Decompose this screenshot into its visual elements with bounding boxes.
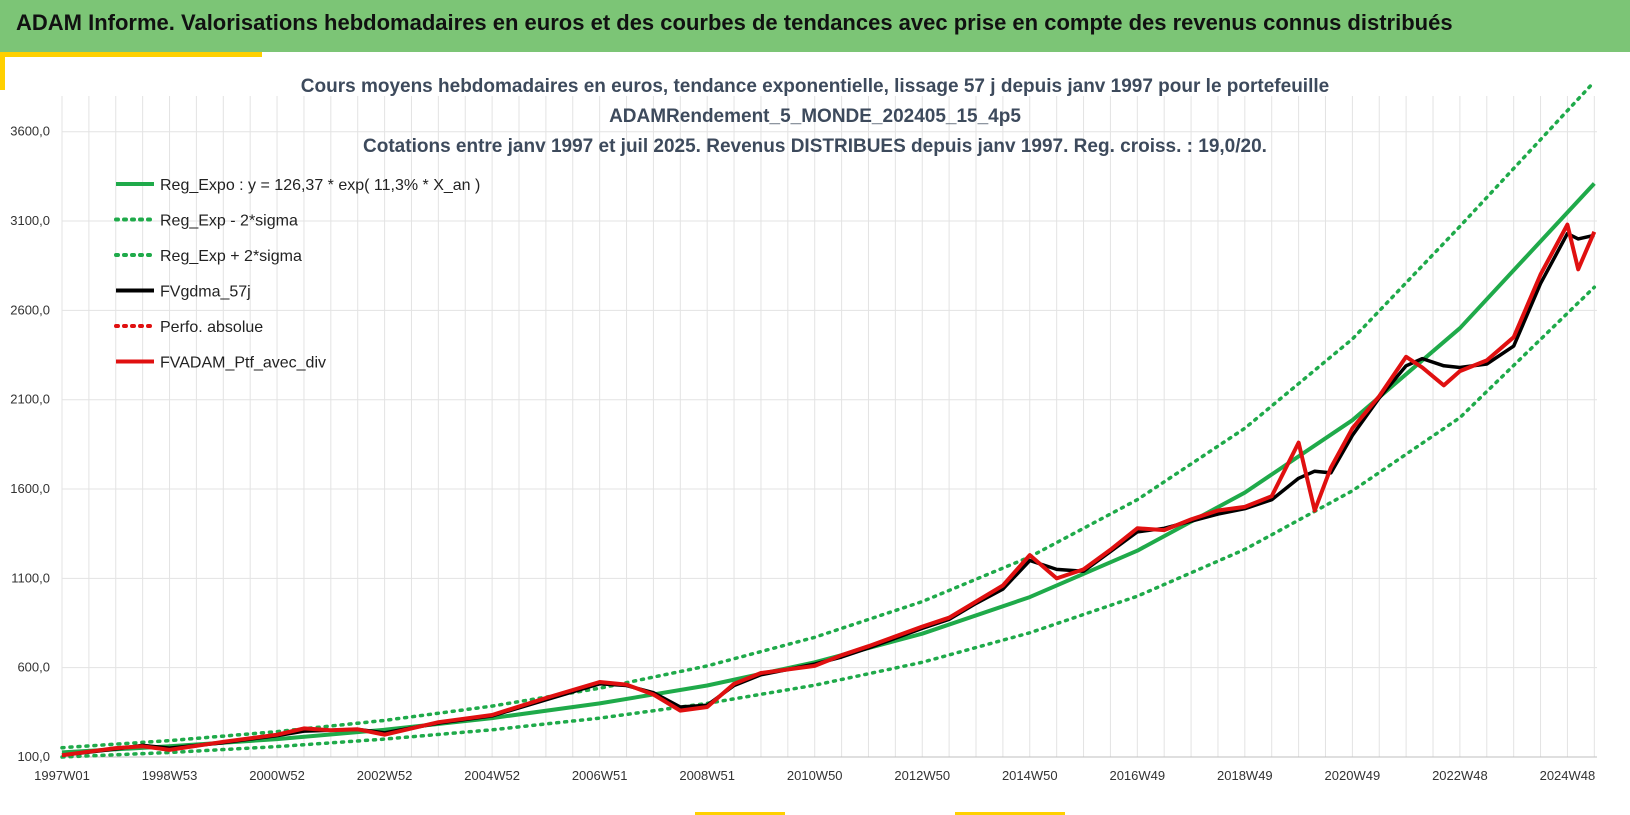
chart-title: Cours moyens hebdomadaires en euros, ten… xyxy=(301,76,1329,157)
y-tick-label: 2100,0 xyxy=(10,392,50,407)
legend-item: Reg_Exp - 2*sigma xyxy=(114,213,298,230)
x-tick-label: 2008W51 xyxy=(679,768,735,783)
page-title: ADAM Informe. Valorisations hebdomadaire… xyxy=(16,10,1453,35)
accent-strip-bottom-1 xyxy=(695,812,785,815)
y-tick-label: 1100,0 xyxy=(11,570,50,585)
legend-label: Perfo. absolue xyxy=(160,319,263,336)
legend-item: FVgdma_57j xyxy=(116,284,251,301)
chart-title-line: Cours moyens hebdomadaires en euros, ten… xyxy=(301,76,1329,97)
legend-item: Perfo. absolue xyxy=(114,319,263,336)
series xyxy=(60,79,1597,759)
x-tick-label: 2024W48 xyxy=(1540,768,1596,783)
legend-item: FVADAM_Ptf_avec_div xyxy=(116,355,326,372)
series-reg-expo xyxy=(61,182,1596,755)
x-tick-label: 1998W53 xyxy=(142,768,198,783)
y-tick-label: 600,0 xyxy=(17,660,50,675)
x-tick-label: 2022W48 xyxy=(1432,768,1488,783)
x-tick-label: 2014W50 xyxy=(1002,768,1058,783)
legend-label: FVgdma_57j xyxy=(160,284,251,301)
x-tick-label: 2002W52 xyxy=(357,768,413,783)
grid xyxy=(61,96,1597,758)
legend-item: Reg_Exp + 2*sigma xyxy=(114,248,302,265)
y-tick-label: 3600,0 xyxy=(10,124,50,139)
x-tick-label: 2004W52 xyxy=(464,768,520,783)
legend-label: Reg_Exp + 2*sigma xyxy=(160,248,302,265)
y-tick-label: 3100,0 xyxy=(10,213,50,228)
x-tick-label: 2010W50 xyxy=(787,768,843,783)
legend: Reg_Expo : y = 126,37 * exp( 11,3% * X_a… xyxy=(114,177,480,372)
accent-strip-left-vertical xyxy=(0,52,5,90)
y-tick-label: 1600,0 xyxy=(10,481,50,496)
legend-label: FVADAM_Ptf_avec_div xyxy=(160,355,326,372)
series-fvgdma-57j xyxy=(61,231,1595,757)
x-tick-label: 2000W52 xyxy=(249,768,305,783)
x-tick-label: 2018W49 xyxy=(1217,768,1273,783)
legend-label: Reg_Exp - 2*sigma xyxy=(160,213,298,230)
y-tick-label: 2600,0 xyxy=(10,302,50,317)
chart-title-line: ADAMRendement_5_MONDE_202405_15_4p5 xyxy=(609,106,1021,127)
y-tick-label: 100,0 xyxy=(17,749,50,764)
chart-title-line: Cotations entre janv 1997 et juil 2025. … xyxy=(363,136,1267,157)
x-tick-label: 2020W49 xyxy=(1325,768,1381,783)
x-tick-label: 2006W51 xyxy=(572,768,628,783)
accent-strip-left xyxy=(0,52,262,57)
series-fvadam-ptf-avec-div xyxy=(61,222,1597,758)
axes: 100,0 600,0 1100,0 1600,0 2100,0 2600,0 3100,0… xyxy=(10,124,1597,783)
x-tick-label: 1997W01 xyxy=(34,768,90,783)
legend-label: Reg_Expo : y = 126,37 * exp( 11,3% * X_a… xyxy=(160,177,480,194)
accent-strip-bottom-2 xyxy=(955,812,1065,815)
x-tick-label: 2016W49 xyxy=(1109,768,1165,783)
legend-item: Reg_Expo : y = 126,37 * exp( 11,3% * X_a… xyxy=(116,177,480,194)
header-bar: ADAM Informe. Valorisations hebdomadaire… xyxy=(0,0,1630,52)
x-tick-label: 2012W50 xyxy=(894,768,950,783)
